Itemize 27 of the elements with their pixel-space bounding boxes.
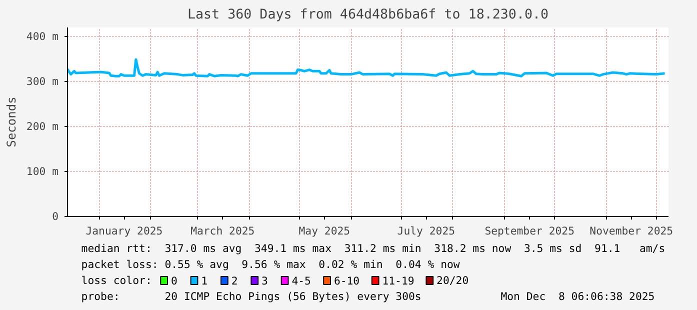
legend-label: 3 [262,274,268,288]
x-tick-label: January 2025 [86,224,163,238]
text: probe: 20 ICMP Echo Pings (56 Bytes) every 300s [81,290,422,303]
legend-label: 11-19 [382,274,414,288]
legend-label: 20/20 [436,274,469,287]
chart-title: Last 360 Days from 464d48b6ba6f to 18.230.0.0 [187,8,549,22]
y-tick-label: 200 m [26,120,58,133]
x-tick-label: March 2025 [190,224,255,238]
text: median rtt: 317.0 ms avg 349.1 ms max 311.2 ms min 318.2 ms now 3.5 ms sd 91.1 am/s [81,242,666,255]
x-tick-label: November 2025 [590,224,674,238]
x-tick-label: May 2025 [298,224,350,238]
x-tick-label: July 2025 [397,224,456,238]
legend-label: 2 [231,274,238,288]
legend-label: 1 [201,274,208,288]
legend-label: 6-10 [334,274,360,288]
y-tick-label: 100 m [26,165,58,178]
text: packet loss: 0.55 % avg 9.56 % max 0.02 % min 0.04 % now [81,258,460,271]
legend-title: loss color: [81,274,152,287]
y-tick-label: 0 [52,210,59,223]
legend-label: 0 [170,274,178,288]
y-axis-title: Seconds [4,96,18,148]
x-tick-label: September 2025 [484,224,575,238]
text: Mon Dec 8 06:06:38 2025 [500,290,655,303]
y-tick-label: 400 m [26,30,58,43]
legend-label: 4-5 [292,274,311,288]
line-series [68,58,666,78]
y-tick-label: 300 m [26,75,58,88]
